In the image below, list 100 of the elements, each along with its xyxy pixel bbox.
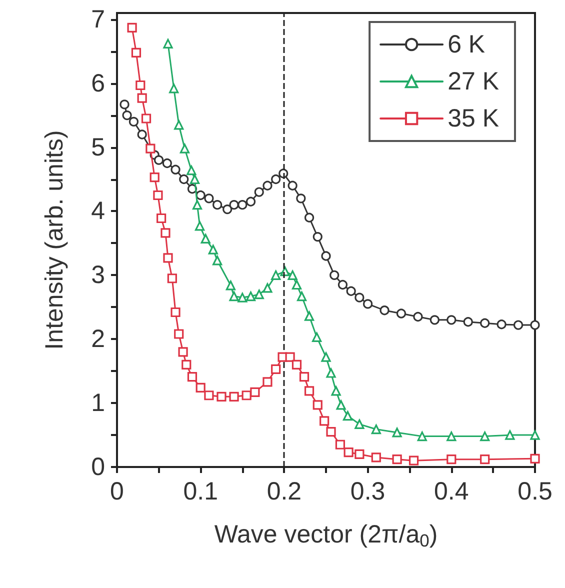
point <box>204 194 214 204</box>
point <box>127 22 137 33</box>
point <box>304 311 314 321</box>
point <box>292 360 302 370</box>
point <box>408 456 419 466</box>
point <box>254 290 264 300</box>
point <box>216 392 226 402</box>
point <box>141 114 152 124</box>
point <box>530 454 540 464</box>
point <box>246 291 256 302</box>
y-axis-title: Intensity (arb. units) <box>40 130 68 350</box>
point <box>296 194 306 204</box>
y-tick-label: 5 <box>91 133 105 162</box>
point <box>153 190 163 200</box>
point <box>342 411 353 421</box>
point <box>162 158 172 168</box>
point <box>170 307 180 318</box>
point <box>271 364 281 374</box>
point <box>371 452 381 462</box>
point <box>292 280 302 290</box>
point <box>304 212 314 222</box>
point <box>530 430 540 440</box>
point <box>312 400 322 410</box>
y-tick-label: 0 <box>91 453 105 481</box>
point <box>271 174 281 184</box>
point <box>262 180 272 190</box>
point <box>330 270 340 280</box>
point <box>174 329 184 339</box>
point <box>321 352 331 362</box>
y-tick-label: 6 <box>91 69 105 98</box>
point <box>120 100 130 110</box>
point <box>242 390 252 400</box>
point <box>200 234 210 244</box>
point <box>496 320 506 330</box>
point <box>320 416 330 426</box>
point <box>262 377 272 387</box>
point <box>212 200 222 210</box>
point <box>196 190 206 200</box>
point <box>212 256 222 266</box>
point <box>262 283 272 293</box>
point <box>312 332 322 342</box>
y-tick-label: 1 <box>91 389 105 418</box>
point <box>194 221 205 231</box>
point <box>331 386 341 396</box>
point <box>192 200 202 210</box>
point <box>182 360 192 370</box>
point <box>250 387 260 397</box>
point <box>446 315 456 325</box>
point <box>163 253 173 263</box>
point <box>174 120 184 130</box>
point <box>122 110 132 120</box>
x-tick-label: 0.4 <box>434 478 469 506</box>
point <box>299 372 310 382</box>
x-tick-label: 0.2 <box>266 478 302 506</box>
point <box>190 174 200 184</box>
point <box>363 299 373 309</box>
point <box>392 428 402 438</box>
point <box>463 317 473 327</box>
point <box>178 347 188 357</box>
point <box>246 196 256 206</box>
point <box>304 386 314 396</box>
point <box>167 274 177 284</box>
point <box>326 427 336 437</box>
point <box>222 204 232 214</box>
point <box>131 48 142 58</box>
point <box>288 270 298 280</box>
x-tick-label: 0.3 <box>350 478 386 506</box>
point <box>136 80 146 90</box>
point <box>344 447 354 458</box>
point <box>187 372 198 382</box>
point <box>513 320 524 330</box>
point <box>354 292 364 302</box>
point <box>238 292 248 302</box>
point <box>229 200 239 210</box>
point <box>204 390 214 400</box>
point <box>196 382 206 393</box>
legend-label: 6 K <box>448 30 486 58</box>
point <box>335 440 346 450</box>
point <box>380 306 390 316</box>
point <box>170 164 180 174</box>
point <box>480 454 490 464</box>
legend-label: 35 K <box>448 104 500 132</box>
x-tick-label: 0.1 <box>183 478 218 506</box>
x-tick-label: 0.5 <box>518 478 552 506</box>
point <box>446 454 456 464</box>
point <box>346 286 356 296</box>
point <box>128 116 139 126</box>
point <box>137 93 147 103</box>
point <box>137 130 147 140</box>
point <box>417 432 427 442</box>
point <box>354 449 364 460</box>
y-tick-label: 3 <box>91 261 105 290</box>
point <box>271 270 281 280</box>
point <box>150 172 160 182</box>
x-tick-label: 0 <box>110 478 124 506</box>
point <box>169 84 179 94</box>
point <box>326 368 336 378</box>
point <box>229 291 239 302</box>
point <box>180 144 190 154</box>
y-tick-label: 4 <box>91 197 106 226</box>
